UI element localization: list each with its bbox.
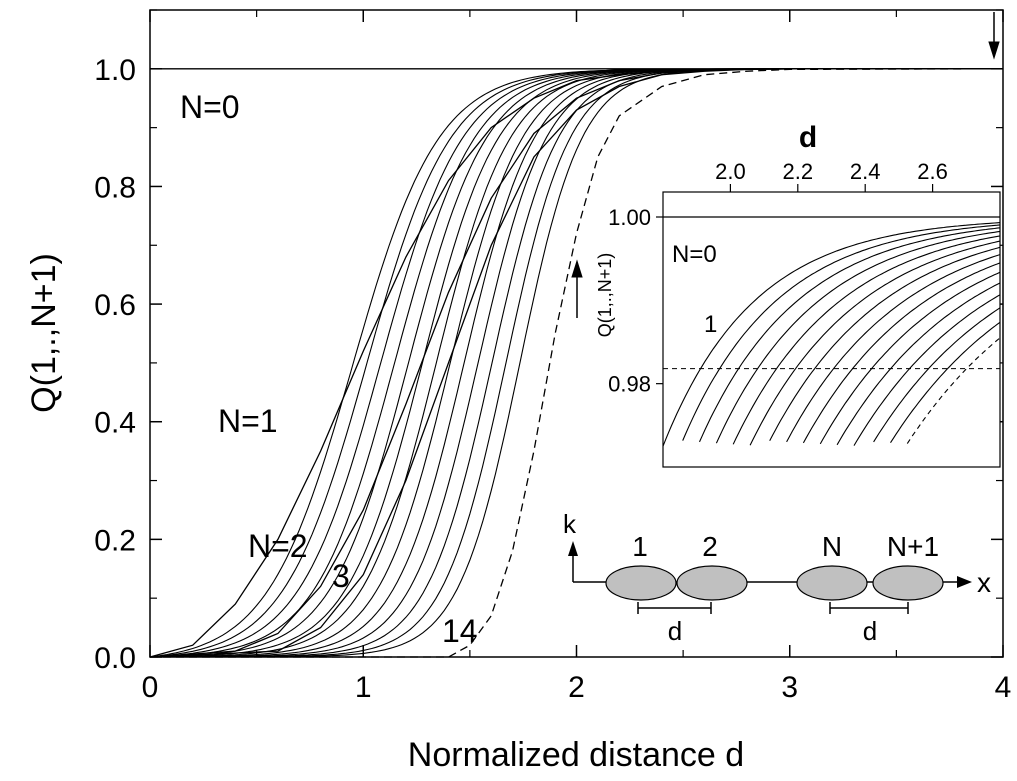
y-tick-label: 0.0	[94, 642, 136, 675]
inset-x-tick-label: 2.6	[917, 159, 948, 184]
schematic-diagram: k x 1 2 N N+1 d d	[563, 509, 991, 646]
inset-curve-5	[732, 235, 1000, 445]
schematic-d-label-right: d	[863, 616, 877, 646]
y-tick-label: 0.8	[94, 171, 136, 204]
schematic-label-n-plus-1: N+1	[887, 531, 939, 562]
schematic-k-arrowhead	[568, 541, 578, 556]
schematic-particle-n	[796, 565, 868, 601]
inset-y-axis-label: Q(1,.,N+1)	[595, 253, 615, 338]
inset-curve-2	[682, 224, 1000, 441]
series-3	[149, 68, 1003, 658]
top-right-arrow	[988, 12, 1000, 60]
y-tick-label: 0.6	[94, 289, 136, 322]
inset-curve-11	[836, 282, 1000, 446]
inset-curve-8	[786, 254, 1000, 443]
inset-y-tick-label: 1.00	[608, 205, 651, 230]
schematic-k-label: k	[563, 509, 577, 539]
x-tick-label: 2	[568, 671, 585, 704]
inset-label-n0: N=0	[672, 241, 717, 268]
schematic-particle-2	[676, 565, 748, 601]
inset-label-1: 1	[704, 311, 717, 338]
inset-curve-3	[698, 227, 1000, 443]
schematic-d-label-left: d	[668, 616, 682, 646]
label-3: 3	[332, 558, 350, 594]
inset-y-tick-label: 0.98	[608, 372, 651, 397]
inset-curve-9	[802, 262, 1000, 444]
inset-arrow	[571, 259, 583, 318]
label-n1: N=1	[218, 403, 278, 439]
inset-curve-1	[663, 222, 1000, 447]
inset-curve-10	[819, 271, 1000, 445]
series-14	[150, 68, 1004, 658]
inset-curve-7	[769, 246, 1000, 442]
y-tick-label: 1.0	[94, 54, 136, 87]
y-axis-label: Q(1,.,N+1)	[25, 253, 63, 413]
schematic-label-2: 2	[702, 531, 718, 562]
inset-curve-15	[906, 337, 1000, 444]
main-ticks: 0 1 2 3 4 0.0 0.2 0.4 0.6 0.8 1.0	[94, 9, 1012, 704]
schematic-spacing-bracket-right	[829, 602, 909, 614]
schematic-label-n: N	[822, 531, 842, 562]
x-axis-label: Normalized distance d	[408, 736, 744, 774]
inset-curve-12	[853, 294, 1000, 446]
inset-x-axis-label: d	[799, 121, 817, 154]
schematic-x-arrowhead	[957, 576, 972, 588]
y-tick-label: 0.4	[94, 407, 136, 440]
schematic-particle-n-plus-1	[872, 565, 944, 601]
inset-curve-6	[749, 240, 1000, 446]
inset-ticks: 2.0 2.2 2.4 2.6 0.98 1.00	[608, 159, 948, 397]
schematic-label-1: 1	[632, 531, 648, 562]
inset-x-tick-label: 2.4	[850, 159, 881, 184]
x-tick-label: 3	[781, 671, 798, 704]
inset-x-tick-label: 2.2	[783, 159, 814, 184]
inset-curves	[663, 216, 1000, 447]
y-tick-label: 0.2	[94, 524, 136, 557]
inset-curve-group	[663, 216, 1000, 447]
schematic-particle-1	[605, 565, 677, 601]
schematic-spacing-bracket-left	[637, 602, 712, 614]
x-tick-label: 0	[142, 671, 159, 704]
label-14: 14	[442, 613, 478, 649]
label-n2: N=2	[248, 528, 308, 564]
inset-curve-14	[890, 321, 1000, 444]
inset-x-tick-label: 2.0	[715, 159, 746, 184]
main-curves	[149, 68, 1004, 658]
inset-curve-4	[715, 230, 1000, 444]
x-tick-label: 4	[995, 671, 1012, 704]
x-tick-label: 1	[355, 671, 372, 704]
inset-frame	[662, 191, 1001, 468]
label-n0: N=0	[180, 89, 240, 125]
inset-curve-13	[873, 307, 1000, 443]
schematic-x-label: x	[977, 567, 991, 598]
